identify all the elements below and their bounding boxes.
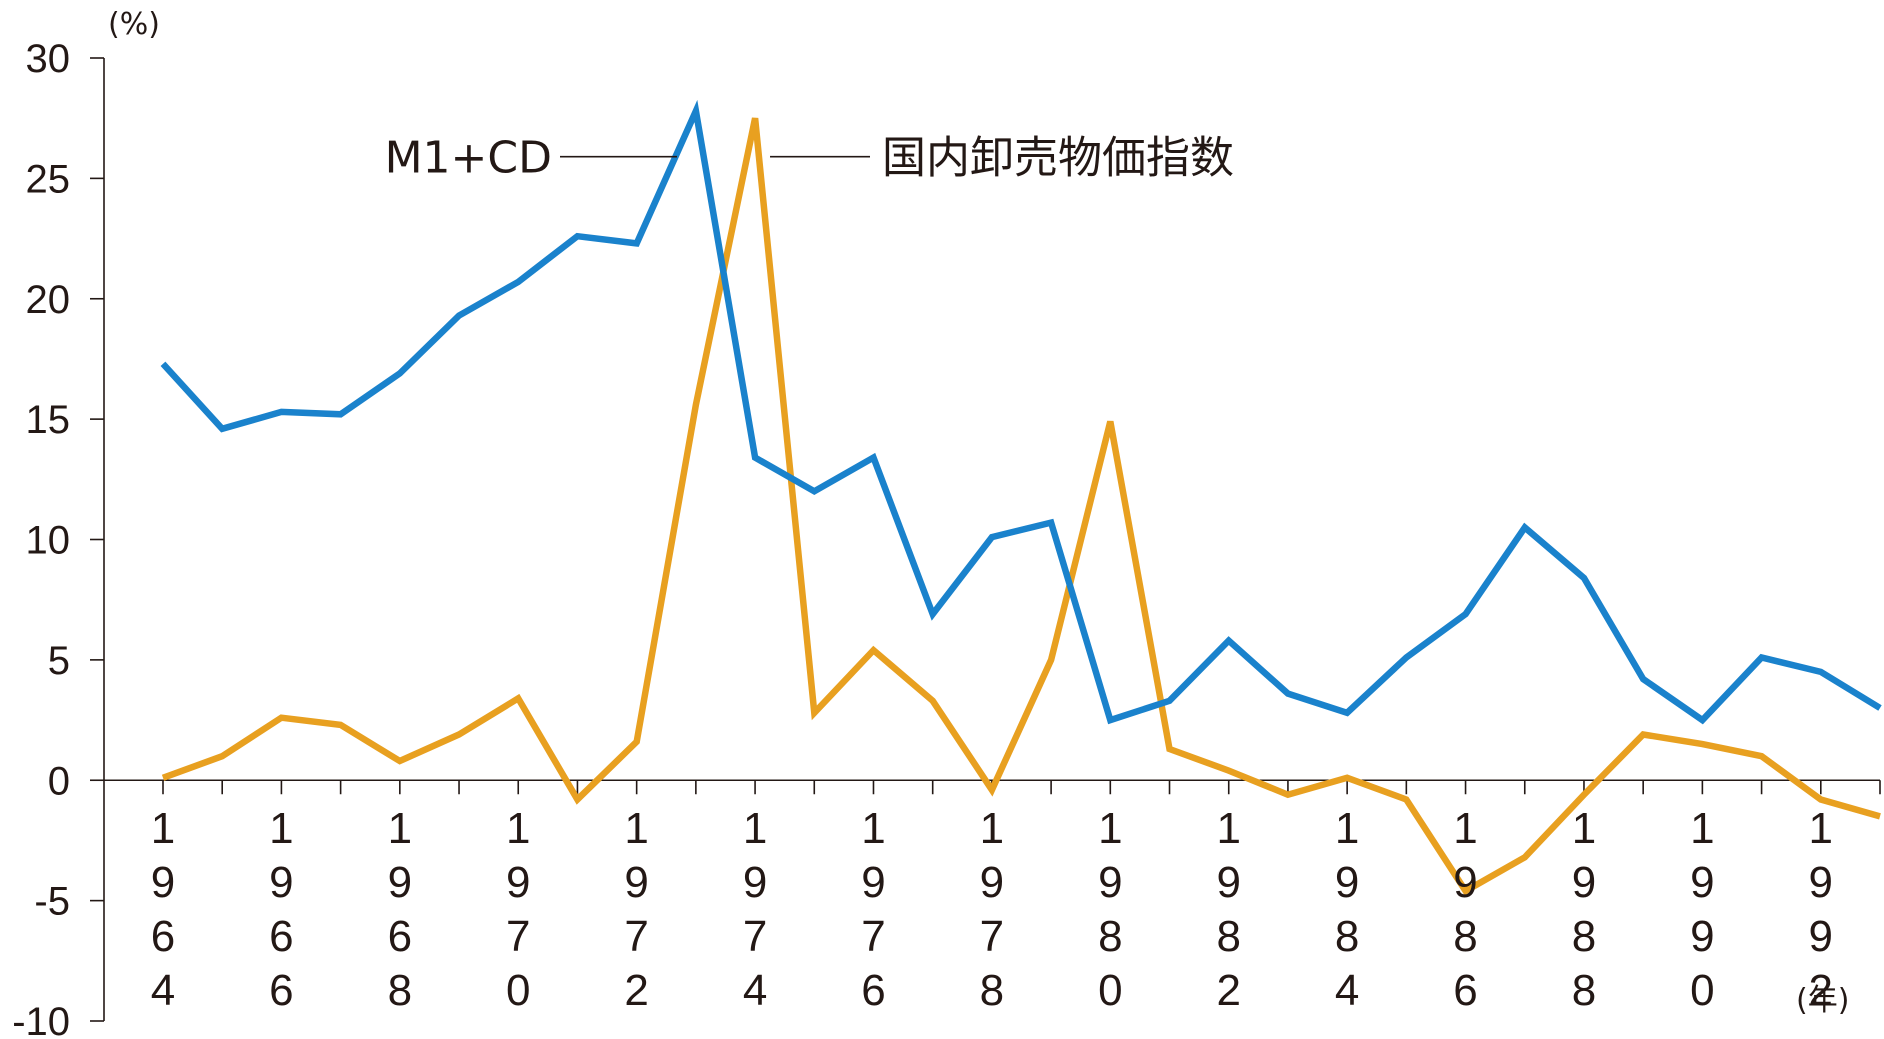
- series-line-m1-cd: [160, 99, 1882, 725]
- x-tick-label-char: 1: [1216, 804, 1240, 853]
- x-tick-label-char: 8: [980, 966, 1004, 1015]
- x-tick-label-char: 7: [980, 912, 1004, 961]
- x-tick-label-char: 2: [624, 966, 648, 1015]
- x-tick-label-char: 1: [861, 804, 885, 853]
- x-tick-label-char: 7: [861, 912, 885, 961]
- x-tick-label-char: 1: [1098, 804, 1122, 853]
- x-tick-label-char: 1: [1809, 804, 1833, 853]
- y-tick-label: 15: [26, 398, 71, 442]
- x-tick-label-char: 7: [506, 912, 530, 961]
- x-tick-label-char: 8: [1572, 912, 1596, 961]
- x-unit-label: (年): [1796, 983, 1849, 1018]
- x-tick-label-char: 9: [624, 858, 648, 907]
- x-tick-label-char: 8: [1098, 912, 1122, 961]
- x-tick-label-char: 9: [1690, 858, 1714, 907]
- x-tick-label-char: 2: [1809, 966, 1833, 1015]
- x-tick-label-char: 1: [151, 804, 175, 853]
- x-tick-label-char: 9: [151, 858, 175, 907]
- y-tick-label: -5: [34, 880, 70, 924]
- x-tick-label-char: 8: [1453, 912, 1477, 961]
- x-tick-label-char: 9: [1809, 858, 1833, 907]
- x-tick-label-char: 9: [506, 858, 530, 907]
- x-tick-label-char: 1: [1690, 804, 1714, 853]
- series-line-wholesale-price-index: [161, 117, 1881, 896]
- series-layer: [160, 99, 1882, 896]
- x-tick-label-char: 1: [743, 804, 767, 853]
- x-tick-label-char: 9: [743, 858, 767, 907]
- x-tick-label-char: 6: [151, 912, 175, 961]
- x-tick-label-char: 0: [1690, 966, 1714, 1015]
- x-tick-label-char: 9: [1216, 858, 1240, 907]
- x-tick-label-char: 0: [1098, 966, 1122, 1015]
- x-tick-label-char: 6: [861, 966, 885, 1015]
- x-tick-label-char: 6: [269, 966, 293, 1015]
- x-tick-label-char: 1: [980, 804, 1004, 853]
- x-tick-label-char: 9: [861, 858, 885, 907]
- x-tick-label-char: 1: [388, 804, 412, 853]
- x-tick-label-char: 8: [1335, 912, 1359, 961]
- axes-layer: [90, 57, 1881, 1022]
- legend-label-m1-cd: M1+CD: [385, 133, 552, 184]
- labels-layer: 302520151050-5-1019641966196819701972197…: [12, 7, 1849, 1039]
- x-tick-label-char: 9: [269, 858, 293, 907]
- x-tick-label-char: 8: [1216, 912, 1240, 961]
- x-tick-label-char: 8: [388, 966, 412, 1015]
- x-tick-label-char: 6: [388, 912, 412, 961]
- x-tick-label-char: 7: [624, 912, 648, 961]
- y-tick-label: -10: [12, 1000, 70, 1039]
- x-tick-label-char: 7: [743, 912, 767, 961]
- x-tick-label-char: 9: [1335, 858, 1359, 907]
- y-unit-label: (%): [108, 7, 160, 42]
- y-tick-label: 30: [26, 37, 71, 81]
- x-tick-label-char: 1: [1335, 804, 1359, 853]
- x-tick-label-char: 9: [980, 858, 1004, 907]
- x-tick-label-char: 4: [151, 966, 175, 1015]
- x-tick-label-char: 4: [743, 966, 767, 1015]
- x-tick-label-char: 0: [506, 966, 530, 1015]
- y-tick-label: 10: [26, 519, 71, 563]
- y-tick-label: 0: [48, 759, 70, 803]
- x-tick-label-char: 1: [1453, 804, 1477, 853]
- y-tick-label: 5: [48, 639, 70, 683]
- y-tick-label: 20: [26, 278, 71, 322]
- legend-label-wholesale-price-index: 国内卸売物価指数: [882, 133, 1234, 184]
- x-tick-label-char: 1: [624, 804, 648, 853]
- x-tick-label-char: 8: [1572, 966, 1596, 1015]
- x-tick-label-char: 1: [506, 804, 530, 853]
- x-tick-label-char: 4: [1335, 966, 1359, 1015]
- x-tick-label-char: 1: [269, 804, 293, 853]
- x-tick-label-char: 9: [388, 858, 412, 907]
- x-tick-label-char: 6: [1453, 966, 1477, 1015]
- x-tick-label-char: 1: [1572, 804, 1596, 853]
- x-tick-label-char: 2: [1216, 966, 1240, 1015]
- y-tick-label: 25: [26, 157, 71, 201]
- x-tick-label-char: 6: [269, 912, 293, 961]
- x-tick-label-char: 9: [1690, 912, 1714, 961]
- x-tick-label-char: 9: [1809, 912, 1833, 961]
- x-tick-label-char: 9: [1098, 858, 1122, 907]
- x-tick-label-char: 9: [1572, 858, 1596, 907]
- x-tick-label-char: 9: [1453, 858, 1477, 907]
